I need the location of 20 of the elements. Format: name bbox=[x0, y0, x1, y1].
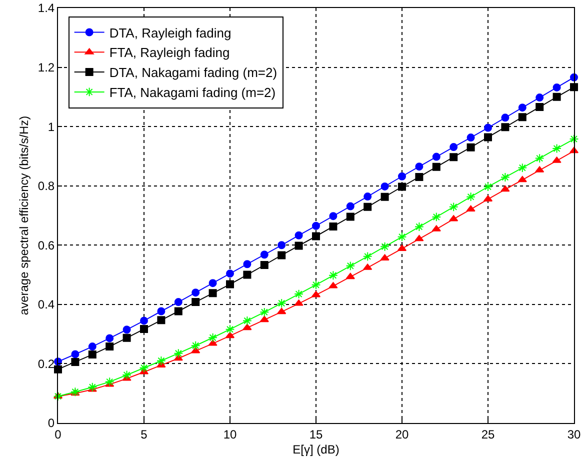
legend-label: DTA, Rayleigh fading bbox=[109, 25, 232, 40]
x-tick-label: 20 bbox=[395, 427, 409, 442]
legend-label: DTA, Nakagami fading (m=2) bbox=[109, 65, 278, 80]
legend-label: FTA, Rayleigh fading bbox=[109, 45, 230, 60]
y-tick-label: 0.2 bbox=[38, 356, 55, 371]
y-tick-label: 1 bbox=[48, 120, 55, 134]
y-tick-label: 0.6 bbox=[38, 238, 55, 252]
x-axis-title: E[γ] (dB) bbox=[292, 442, 340, 456]
y-axis-title: average spectral efficiency (bits/s/Hz) bbox=[17, 116, 32, 316]
y-tick-label: 0.8 bbox=[38, 179, 55, 194]
y-tick-label: 0.4 bbox=[38, 298, 55, 312]
x-tick-label: 30 bbox=[567, 427, 581, 442]
x-tick-label: 15 bbox=[309, 427, 323, 442]
x-tick-label: 10 bbox=[223, 427, 237, 442]
legend-label: FTA, Nakagami fading (m=2) bbox=[109, 85, 276, 100]
y-tick-label: 1.4 bbox=[38, 1, 55, 16]
x-tick-label: 5 bbox=[140, 427, 148, 442]
x-tick-label: 25 bbox=[481, 427, 495, 442]
y-tick-label: 0 bbox=[48, 416, 55, 430]
y-tick-label: 1.2 bbox=[38, 60, 55, 74]
